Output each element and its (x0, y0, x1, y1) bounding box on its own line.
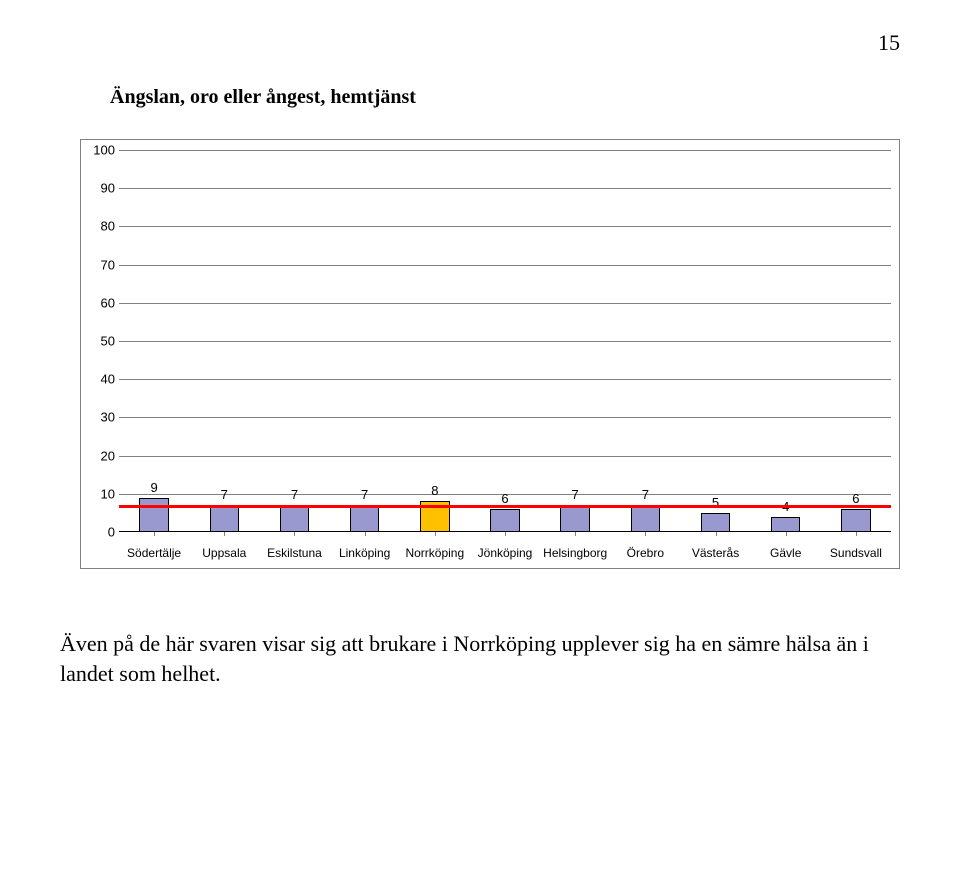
x-tick (154, 532, 155, 536)
y-tick-label: 90 (83, 181, 115, 196)
x-tick (716, 532, 717, 536)
y-tick-label: 30 (83, 410, 115, 425)
x-tick (435, 532, 436, 536)
x-tick (365, 532, 366, 536)
bar-value-label: 7 (361, 487, 368, 502)
x-tick-label: Gävle (770, 546, 801, 560)
bar (841, 509, 870, 532)
x-tick-label: Sundsvall (830, 546, 882, 560)
gridline (119, 456, 891, 457)
x-tick (645, 532, 646, 536)
gridline (119, 150, 891, 151)
x-tick-label: Södertälje (127, 546, 181, 560)
bar (350, 505, 379, 532)
y-tick-label: 60 (83, 295, 115, 310)
gridline (119, 341, 891, 342)
bar (280, 505, 309, 532)
gridline (119, 226, 891, 227)
x-tick-label: Eskilstuna (267, 546, 322, 560)
bar-chart: 97778677546 0102030405060708090100Södert… (80, 139, 900, 569)
chart-wrap: 97778677546 0102030405060708090100Södert… (80, 139, 900, 569)
x-tick-label: Norrköping (405, 546, 464, 560)
plot-area: 97778677546 (119, 150, 891, 532)
body-text: Även på de här svaren visar sig att bruk… (60, 629, 900, 688)
bar-value-label: 6 (852, 491, 859, 506)
x-tick (294, 532, 295, 536)
gridline (119, 417, 891, 418)
gridline (119, 265, 891, 266)
bar-value-label: 7 (221, 487, 228, 502)
bar-value-label: 8 (431, 483, 438, 498)
bar (490, 509, 519, 532)
x-tick-label: Västerås (692, 546, 739, 560)
bar (701, 513, 730, 532)
y-tick-label: 100 (83, 143, 115, 158)
x-tick (224, 532, 225, 536)
y-tick-label: 0 (83, 525, 115, 540)
x-tick-label: Jönköping (478, 546, 533, 560)
x-tick (575, 532, 576, 536)
y-tick-label: 50 (83, 334, 115, 349)
y-tick-label: 40 (83, 372, 115, 387)
bar (771, 517, 800, 532)
x-tick-label: Linköping (339, 546, 390, 560)
x-tick (856, 532, 857, 536)
bar (139, 498, 168, 532)
x-tick (786, 532, 787, 536)
page: 15 Ängslan, oro eller ångest, hemtjänst … (0, 0, 960, 728)
x-tick-label: Örebro (627, 546, 664, 560)
x-tick (505, 532, 506, 536)
bar-value-label: 7 (572, 487, 579, 502)
y-tick-label: 70 (83, 257, 115, 272)
bar (631, 505, 660, 532)
x-tick-label: Helsingborg (543, 546, 607, 560)
gridline (119, 303, 891, 304)
y-tick-label: 80 (83, 219, 115, 234)
chart-title: Ängslan, oro eller ångest, hemtjänst (110, 86, 900, 109)
bar (560, 505, 589, 532)
y-tick-label: 20 (83, 448, 115, 463)
page-number: 15 (60, 30, 900, 56)
bar (210, 505, 239, 532)
bar-value-label: 9 (150, 480, 157, 495)
bar-value-label: 7 (642, 487, 649, 502)
bar-value-label: 6 (501, 491, 508, 506)
reference-line (119, 505, 891, 508)
x-tick-label: Uppsala (202, 546, 246, 560)
bar-value-label: 7 (291, 487, 298, 502)
gridline (119, 379, 891, 380)
gridline (119, 188, 891, 189)
y-tick-label: 10 (83, 486, 115, 501)
